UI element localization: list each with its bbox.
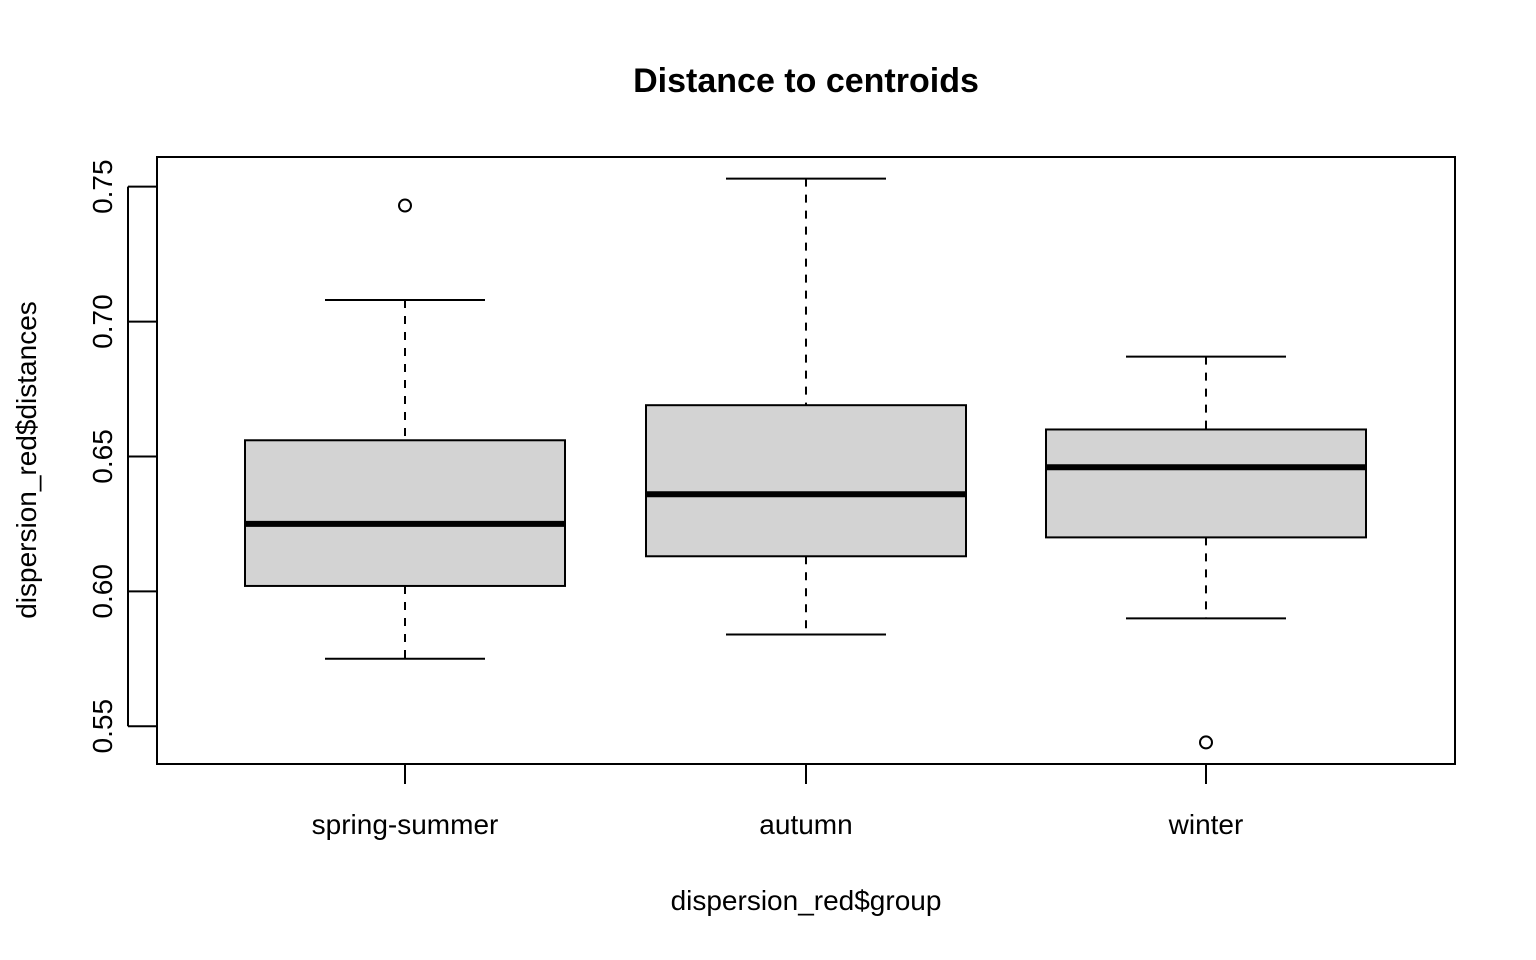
box-group-winter xyxy=(1045,355,1367,750)
outlier-point xyxy=(1199,735,1213,750)
x-tick-label: spring-summer xyxy=(312,809,499,840)
boxes-layer xyxy=(244,177,1367,750)
y-axis: 0.55 0.60 0.65 0.70 0.75 xyxy=(87,159,157,753)
chart-title: Distance to centroids xyxy=(633,62,979,100)
y-tick-label: 0.65 xyxy=(87,429,118,484)
x-axis: spring-summer autumn winter xyxy=(312,764,1244,840)
box-group-spring-summer xyxy=(244,198,566,660)
y-tick-label: 0.75 xyxy=(87,159,118,214)
y-tick-label: 0.60 xyxy=(87,564,118,619)
iqr-box xyxy=(244,439,566,587)
box-group-autumn xyxy=(645,177,967,636)
x-axis-label: dispersion_red$group xyxy=(671,885,942,916)
iqr-box xyxy=(1045,428,1367,539)
y-axis-label: dispersion_red$distances xyxy=(11,301,42,619)
x-tick-label: autumn xyxy=(759,809,852,840)
x-tick-label: winter xyxy=(1168,809,1244,840)
y-tick-label: 0.70 xyxy=(87,294,118,349)
iqr-box xyxy=(645,404,967,558)
outlier-point xyxy=(398,198,412,213)
y-tick-label: 0.55 xyxy=(87,699,118,754)
